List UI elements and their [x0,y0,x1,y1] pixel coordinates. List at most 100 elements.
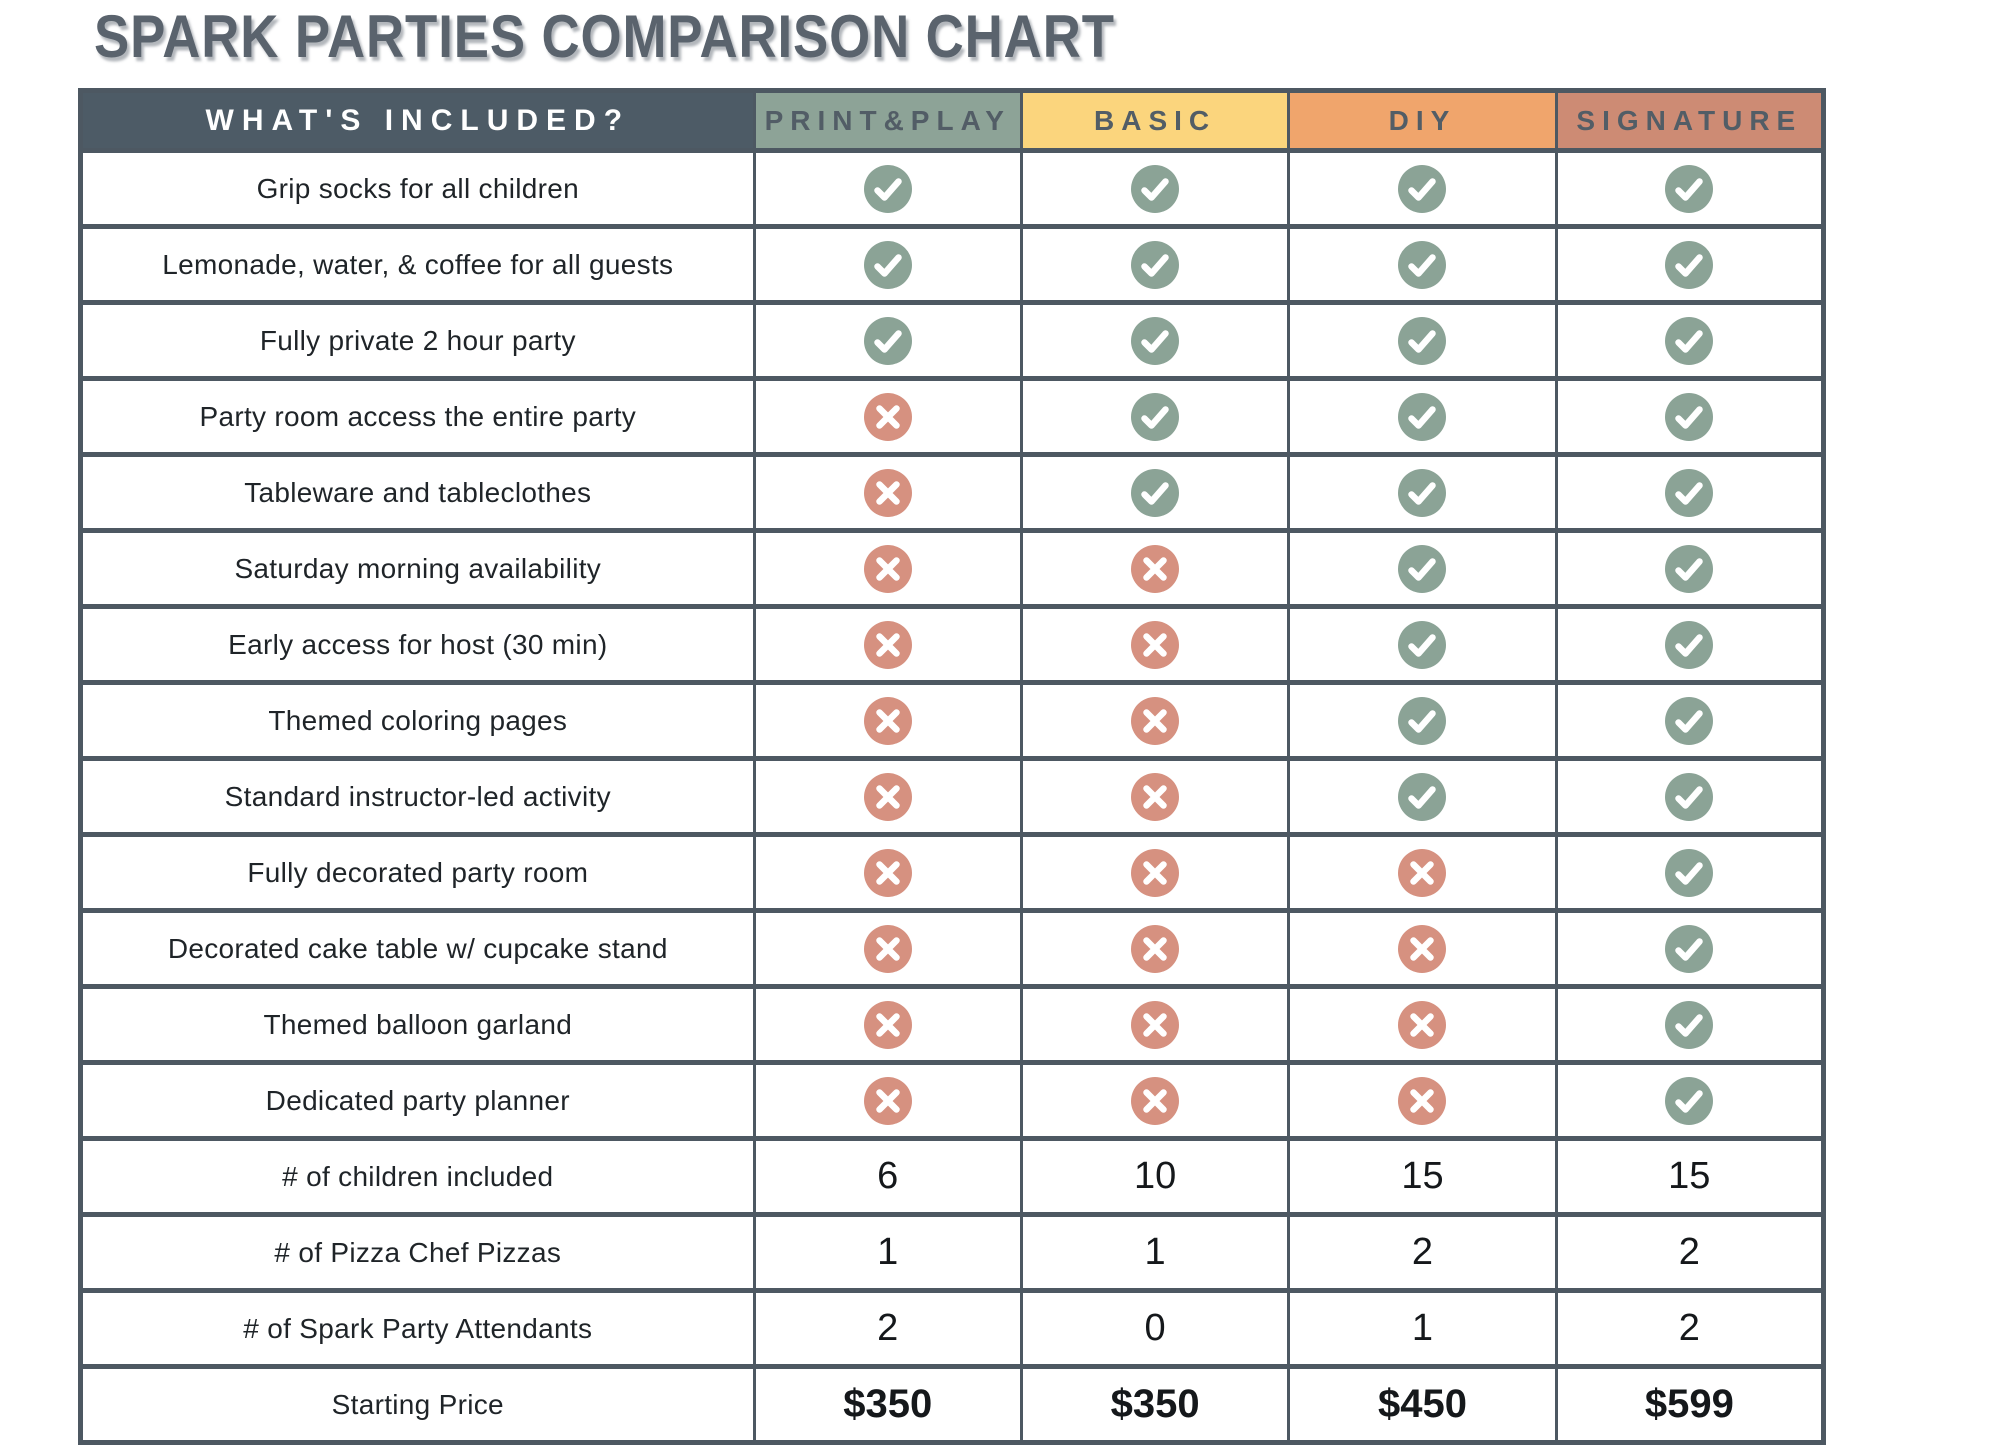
table-row: Early access for host (30 min) [79,604,1826,685]
feature-label: Fully private 2 hour party [79,300,756,381]
feature-label: # of Spark Party Attendants [79,1288,756,1369]
check-icon [1398,240,1447,289]
table-body: Grip socks for all children Lemonade, wat… [79,148,1826,1445]
included-cell [1554,1060,1826,1141]
included-cell [752,224,1023,305]
included-cell [1287,452,1558,533]
not-included-cell [752,376,1023,457]
not-included-cell [1019,908,1291,989]
cross-icon [1131,620,1180,669]
check-icon [1131,392,1180,441]
table-row: # of children included 6 10 15 15 [79,1136,1826,1217]
not-included-cell [752,452,1023,533]
not-included-cell [752,1060,1023,1141]
cross-icon [1131,772,1180,821]
check-icon [1665,848,1714,897]
value-cell: 2 [1554,1288,1826,1369]
cross-icon [863,620,912,669]
column-header-feature: WHAT'S INCLUDED? [79,88,756,153]
feature-label: Party room access the entire party [79,376,756,457]
not-included-cell [752,680,1023,761]
table-row: Tableware and tableclothes [79,452,1826,533]
table-header: WHAT'S INCLUDED? PRINT&PLAY BASIC DIY SIGNAT… [79,88,1826,153]
included-cell [1554,680,1826,761]
check-icon [1665,392,1714,441]
included-cell [1287,224,1558,305]
check-icon [1665,164,1714,213]
feature-label: Decorated cake table w/ cupcake stand [79,908,756,989]
check-icon [863,240,912,289]
value-cell: 1 [752,1212,1023,1293]
table-row: Saturday morning availability [79,528,1826,609]
cross-icon [1398,924,1447,973]
feature-label: Early access for host (30 min) [79,604,756,685]
table-row: Grip socks for all children [79,148,1826,229]
cross-icon [1131,696,1180,745]
not-included-cell [1019,832,1291,913]
feature-label: Tableware and tableclothes [79,452,756,533]
check-icon [1131,468,1180,517]
check-icon [1398,620,1447,669]
check-icon [1398,392,1447,441]
included-cell [1287,376,1558,457]
cross-icon [1131,848,1180,897]
included-cell [1554,148,1826,229]
included-cell [1554,832,1826,913]
included-cell [1554,604,1826,685]
feature-label: Standard instructor-led activity [79,756,756,837]
included-cell [1554,452,1826,533]
included-cell [1287,604,1558,685]
feature-label: Themed coloring pages [79,680,756,761]
included-cell [1019,148,1291,229]
included-cell [1287,680,1558,761]
value-cell: 1 [1019,1212,1291,1293]
price-cell: $350 [1019,1364,1291,1445]
value-cell: 2 [1287,1212,1558,1293]
included-cell [1287,528,1558,609]
value-cell: 1 [1287,1288,1558,1369]
column-header-signature: SIGNATURE [1554,88,1826,153]
not-included-cell [1019,1060,1291,1141]
table-row: Dedicated party planner [79,1060,1826,1141]
check-icon [1665,696,1714,745]
not-included-cell [1019,604,1291,685]
price-cell: $450 [1287,1364,1558,1445]
check-icon [1398,468,1447,517]
value-cell: 2 [752,1288,1023,1369]
cross-icon [1131,1076,1180,1125]
included-cell [1554,300,1826,381]
cross-icon [863,848,912,897]
check-icon [1665,772,1714,821]
not-included-cell [752,604,1023,685]
cross-icon [1131,1000,1180,1049]
price-cell: $599 [1554,1364,1826,1445]
cross-icon [863,544,912,593]
included-cell [1287,300,1558,381]
cross-icon [863,924,912,973]
check-icon [1665,316,1714,365]
check-icon [1665,1076,1714,1125]
value-cell: 0 [1019,1288,1291,1369]
not-included-cell [752,832,1023,913]
header-row: WHAT'S INCLUDED? PRINT&PLAY BASIC DIY SIGNAT… [79,88,1826,153]
check-icon [1398,696,1447,745]
check-icon [1665,620,1714,669]
table-row: Standard instructor-led activity [79,756,1826,837]
not-included-cell [752,528,1023,609]
price-cell: $350 [752,1364,1023,1445]
value-cell: 15 [1554,1136,1826,1217]
check-icon [863,316,912,365]
check-icon [1665,924,1714,973]
cross-icon [1398,1076,1447,1125]
included-cell [752,300,1023,381]
column-header-print-play: PRINT&PLAY [752,88,1023,153]
value-cell: 10 [1019,1136,1291,1217]
table-row: Lemonade, water, & coffee for all guests [79,224,1826,305]
cross-icon [1131,924,1180,973]
check-icon [1665,468,1714,517]
included-cell [1554,224,1826,305]
cross-icon [863,1076,912,1125]
feature-label: Dedicated party planner [79,1060,756,1141]
not-included-cell [1287,984,1558,1065]
included-cell [1554,984,1826,1065]
